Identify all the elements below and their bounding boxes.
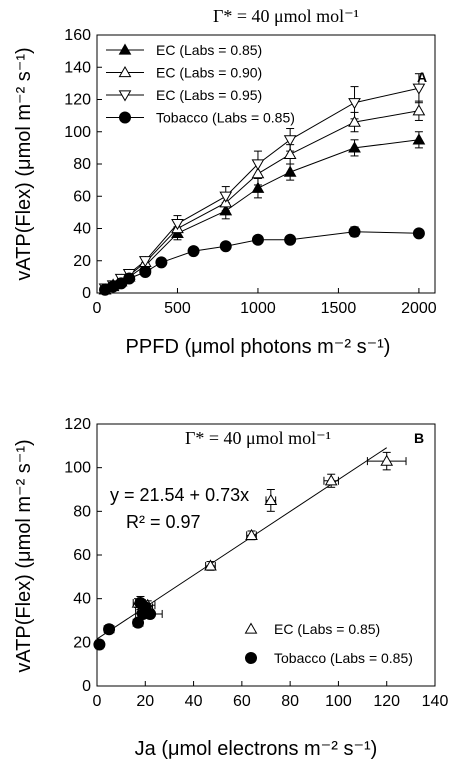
panel-a-series-2-point-8	[283, 135, 297, 147]
panel-a-legend-label-3: Tobacco (Labs = 0.85)	[156, 110, 295, 126]
panel-b-series-0-point-3	[204, 559, 217, 571]
panel-a-legend-marker-0	[118, 43, 132, 55]
panel-b-y-tick-label-4: 80	[73, 503, 91, 520]
panel-a-y-tick-label-1: 20	[73, 253, 91, 270]
panel-a-y-axis-label: vATP(Flex) (μmol m⁻² s⁻¹)	[13, 47, 35, 280]
panel-b-r-squared: R² = 0.97	[126, 512, 201, 532]
panel-a-series-3-point-8	[251, 233, 264, 246]
panel-a-x-tick-label-0: 0	[93, 300, 102, 317]
panel-b-series-0-point-7	[380, 454, 394, 466]
panel-a-series-2-point-9	[348, 98, 361, 110]
panel-a-x-tick-label-4: 2000	[401, 300, 437, 317]
panel-a-series-2-point-10	[412, 83, 426, 95]
panel-b-y-tick-label-2: 40	[73, 591, 91, 608]
panel-b-y-tick-label-0: 0	[82, 678, 91, 695]
panel-b-series-1-point-0	[93, 638, 106, 651]
panel-a-y-tick-label-0: 0	[82, 285, 91, 302]
panel-a-series-0-point-9	[348, 141, 361, 153]
panel-a-x-tick-label-1: 500	[164, 300, 191, 317]
panel-a-legend-marker-3	[119, 111, 131, 124]
panel-b-x-tick-label-3: 60	[233, 693, 251, 710]
panel-b-x-tick-label-6: 120	[373, 693, 400, 710]
panel-a-y-tick-label-4: 80	[73, 156, 91, 173]
panel-a-legend-marker-1	[118, 65, 132, 78]
panel-a-series-2-point-4	[138, 256, 152, 268]
panel-b-legend-label-1: Tobacco (Labs = 0.85)	[274, 650, 413, 666]
panel-a-series-2-point-7	[251, 159, 265, 171]
panel-b-x-tick-label-2: 40	[185, 693, 203, 710]
panel-b-y-tick-label-5: 100	[64, 460, 91, 477]
panel-a-series-3-point-3	[123, 272, 136, 285]
panel-b-y-axis-label: vATP(Flex) (μmol m⁻² s⁻¹)	[13, 439, 35, 672]
panel-b-data	[93, 447, 407, 651]
panel-b-y-tick-label-1: 20	[73, 634, 91, 651]
panel-a-title: Γ* = 40 μmol mol⁻¹	[213, 6, 359, 26]
panel-a-y-tick-label-7: 140	[64, 59, 91, 76]
panel-a-y-tick-label-3: 60	[73, 188, 91, 205]
panel-a-series-0-point-8	[283, 165, 297, 177]
panel-a-plot-frame	[96, 34, 436, 294]
panel-a-series-3-point-6	[187, 245, 200, 258]
panel-a-x-tick-label-3: 1500	[321, 300, 357, 317]
panel-b-series-0-point-6	[324, 474, 338, 486]
panel-a-series-3-point-5	[155, 256, 168, 269]
panel-a-series-0-point-7	[251, 181, 265, 193]
panel-b-x-tick-label-7: 140	[422, 693, 449, 710]
panel-a-series-1-line	[104, 110, 419, 291]
panel-a-series-1-point-8	[283, 147, 297, 159]
panel-a-series-3-point-10	[348, 225, 361, 238]
panel-a-series-1-point-10	[412, 104, 426, 116]
panel-a-series-3-point-4	[139, 266, 152, 279]
panel-b-x-axis-label: Ja (μmol electrons m⁻² s⁻¹)	[135, 738, 378, 760]
panel-b-x-tick-label-5: 100	[325, 693, 352, 710]
panel-b-letter: B	[414, 430, 424, 446]
panel-b-fit-equation: y = 21.54 + 0.73x	[110, 485, 249, 505]
panel-b-title: Γ* = 40 μmol mol⁻¹	[185, 428, 331, 448]
panel-b: Γ* = 40 μmol mol⁻¹ B 0 20 40 60 80 100 120 1400…	[13, 416, 448, 760]
panel-b-legend-marker-0	[244, 622, 258, 634]
panel-b-legend: EC (Labs = 0.85) Tobacco (Labs = 0.85)	[244, 621, 413, 666]
panel-a-series-0-point-6	[219, 204, 233, 216]
panel-a-series-2-point-6	[219, 191, 233, 203]
panel-a-ticks: 0 500 1000 1500 2000 0 20 40 60 80 100 120 140 160	[64, 27, 437, 317]
panel-b-y-tick-label-3: 60	[73, 547, 91, 564]
panel-a-legend-label-0: EC (Labs = 0.85)	[156, 42, 262, 58]
panel-b-series-0-point-4	[245, 528, 258, 540]
panel-a-y-tick-label-5: 100	[64, 124, 91, 141]
panel-a-data	[98, 73, 426, 296]
panel-b-y-tick-label-6: 120	[64, 416, 91, 433]
panel-a-series-1-point-9	[348, 115, 361, 127]
panel-a-series-3-point-11	[412, 227, 425, 240]
panel-b-series-1-point-6	[144, 607, 157, 620]
panel-a-legend: EC (Labs = 0.85) EC (Labs = 0.90) EC (Labs…	[106, 42, 295, 126]
panel-a-letter: A	[417, 69, 427, 85]
panel-a-legend-marker-2	[118, 90, 132, 102]
panel-b-series-1-point-1	[103, 623, 116, 636]
panel-a-y-tick-label-2: 40	[73, 221, 91, 238]
panel-b-x-tick-label-0: 0	[93, 693, 102, 710]
panel-a: Γ* = 40 μmol mol⁻¹ 0 500 1000 1500 2000 0 20 40…	[13, 6, 437, 358]
panel-a-series-2-point-5	[171, 219, 184, 231]
panel-a-series-3-point-9	[284, 233, 297, 246]
panel-b-x-tick-label-1: 20	[136, 693, 154, 710]
panel-a-y-tick-label-6: 120	[64, 92, 91, 109]
panel-a-y-tick-label-8: 160	[64, 27, 91, 44]
panel-a-x-axis-label: PPFD (μmol photons m⁻² s⁻¹)	[126, 336, 391, 358]
panel-a-x-tick-label-2: 1000	[240, 300, 276, 317]
panel-b-series-0-point-5	[264, 493, 278, 506]
panel-a-series-0-point-10	[412, 133, 426, 145]
panel-b-ticks: 0 20 40 60 80 100 120 140 0 20 40 60 80 100 120	[64, 416, 448, 710]
panel-a-series-3-point-7	[219, 240, 232, 253]
panel-b-legend-marker-1	[245, 652, 257, 664]
panel-a-legend-label-1: EC (Labs = 0.90)	[156, 65, 262, 81]
panel-b-legend-label-0: EC (Labs = 0.85)	[274, 621, 380, 637]
panel-a-series-1-point-7	[251, 167, 265, 179]
panel-b-x-tick-label-4: 80	[281, 693, 299, 710]
panel-a-legend-label-2: EC (Labs = 0.95)	[156, 87, 262, 103]
